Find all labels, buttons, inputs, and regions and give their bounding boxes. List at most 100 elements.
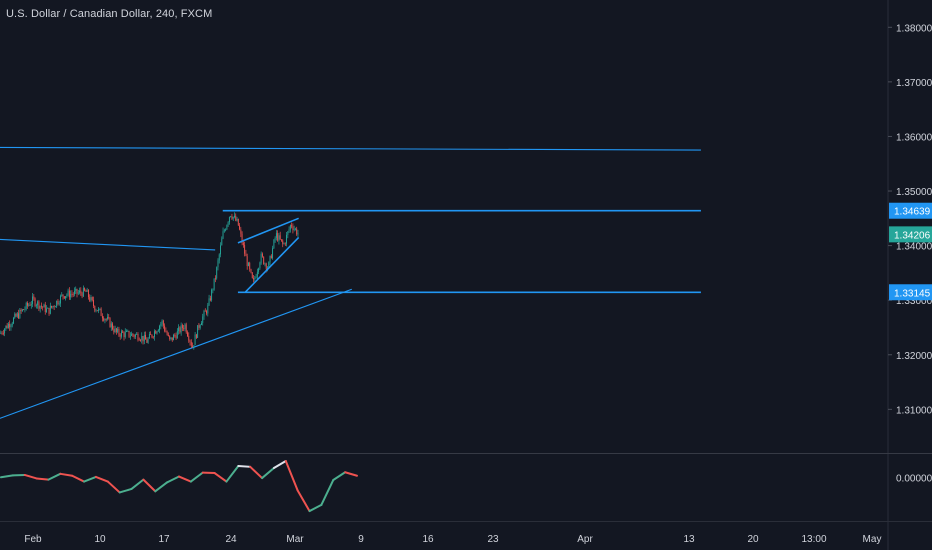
candle-body	[66, 294, 68, 297]
candle-body	[214, 278, 216, 280]
candle-body	[60, 295, 61, 304]
candle-body	[140, 339, 141, 341]
candle-body	[121, 331, 122, 337]
oscillator-segment	[83, 475, 97, 483]
candle-body	[87, 289, 89, 298]
candle-body	[244, 245, 246, 254]
candle-body	[234, 215, 235, 217]
price-tick-label: 1.36000	[896, 132, 932, 143]
candle-body	[267, 267, 268, 269]
candle-body	[283, 243, 285, 245]
candle-body	[241, 233, 243, 244]
candle-body	[152, 336, 154, 338]
candle-body	[223, 230, 225, 232]
candle-body	[259, 262, 261, 269]
candle-body	[260, 253, 262, 263]
candle-body	[95, 310, 97, 312]
candle-body	[68, 290, 70, 298]
candle-body	[96, 310, 98, 312]
candle-body	[10, 325, 12, 328]
candle-body	[146, 339, 148, 343]
oscillator-pane[interactable]	[0, 459, 358, 513]
candle-body	[180, 325, 182, 333]
candles-layer[interactable]	[0, 212, 299, 350]
oscillator-segment	[308, 503, 323, 513]
candle-body	[101, 316, 103, 319]
candle-body	[112, 323, 114, 330]
candle-body	[213, 278, 215, 290]
candle-body	[38, 301, 40, 309]
candle-body	[242, 243, 244, 246]
candle-body	[227, 222, 229, 226]
candle-body	[67, 290, 69, 295]
candle-body	[184, 324, 186, 329]
candle-body	[103, 318, 105, 321]
candle-body	[28, 304, 30, 306]
candle-body	[208, 298, 210, 306]
oscillator-segment	[284, 459, 299, 492]
oscillator-segment	[178, 475, 192, 483]
candle-body	[201, 322, 202, 325]
candle-body	[169, 335, 171, 340]
candle-body	[218, 254, 220, 261]
candle-body	[275, 233, 277, 238]
candle-body	[240, 229, 242, 234]
oscillator-segment	[94, 475, 109, 483]
candle-body	[94, 305, 96, 311]
candle-body	[268, 262, 270, 268]
candle-body	[23, 309, 25, 311]
candle-body	[91, 297, 93, 301]
candle-body	[245, 253, 247, 257]
candle-body	[53, 306, 55, 308]
time-tick-label: 23	[487, 534, 499, 545]
candle-body	[237, 218, 239, 226]
candle-body	[141, 335, 143, 341]
short-descending-line	[0, 238, 216, 251]
candle-body	[175, 335, 177, 339]
time-tick-label: 24	[225, 534, 237, 545]
candle-body	[6, 325, 8, 329]
candle-body	[19, 309, 21, 319]
oscillator-segment	[272, 459, 287, 469]
price-tick-label: 1.34000	[896, 242, 932, 253]
candle-body	[273, 239, 275, 249]
time-tick-label: 17	[158, 534, 170, 545]
candle-body	[75, 288, 77, 291]
candle-body	[133, 335, 135, 337]
candle-body	[161, 320, 163, 324]
candle-body	[108, 317, 110, 318]
candle-body	[29, 304, 31, 306]
candle-body	[269, 255, 271, 263]
candle-body	[2, 333, 4, 334]
candle-body	[43, 304, 45, 308]
candle-body	[230, 216, 232, 217]
pattern-drawing-layer[interactable]	[237, 217, 300, 293]
candle-body	[113, 329, 115, 333]
candle-body	[281, 239, 282, 241]
wedge-lower-line	[244, 236, 300, 293]
candle-body	[35, 305, 37, 306]
candle-body	[71, 293, 73, 295]
candle-body	[109, 317, 111, 328]
candle-body	[148, 333, 150, 339]
candle-body	[261, 253, 263, 257]
candle-body	[110, 323, 112, 328]
oscillator-segment	[59, 472, 74, 477]
drawing-layer[interactable]	[0, 146, 701, 425]
candle-body	[25, 302, 27, 309]
candle-body	[212, 289, 214, 291]
oscillator-segment	[154, 481, 169, 493]
candle-body	[209, 298, 211, 301]
oscillator-segment	[261, 466, 275, 480]
candle-body	[84, 288, 86, 291]
candle-body	[239, 225, 241, 230]
candle-body	[32, 296, 33, 304]
time-tick-label: 9	[358, 534, 364, 545]
oscillator-segment	[332, 471, 347, 482]
candle-body	[220, 245, 221, 255]
candle-body	[287, 231, 289, 235]
candle-body	[129, 335, 131, 337]
candle-body	[253, 278, 254, 280]
candle-body	[176, 331, 178, 339]
